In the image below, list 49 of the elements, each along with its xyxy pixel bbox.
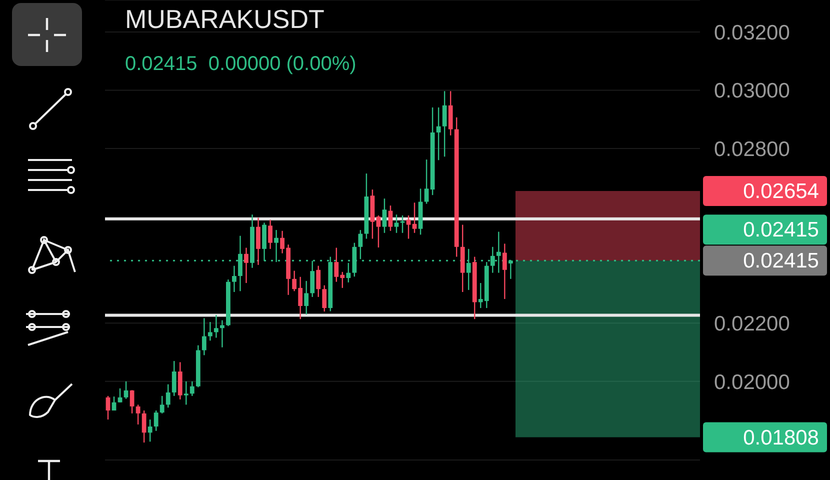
y-tick-label: 0.02000 <box>714 370 790 394</box>
candlestick <box>424 158 429 204</box>
candlestick <box>214 314 218 338</box>
candlestick <box>136 404 140 426</box>
candlestick <box>178 362 182 400</box>
ref-line-label: 0.02415 <box>743 250 819 273</box>
candlestick <box>394 214 399 234</box>
candlestick <box>124 380 128 400</box>
candlestick <box>256 217 260 266</box>
candlestick <box>436 106 441 161</box>
candlestick <box>448 90 453 136</box>
candlestick <box>148 418 152 442</box>
candlestick <box>154 410 158 432</box>
candlestick <box>208 321 212 342</box>
y-tick-label: 0.03000 <box>714 80 790 103</box>
candlestick <box>388 204 393 232</box>
text: 0.02415 <box>743 218 819 242</box>
candlestick <box>244 247 248 284</box>
y-tick-label: 0.03200 <box>714 21 790 44</box>
candlestick <box>172 360 176 397</box>
candlestick <box>412 202 417 234</box>
candlestick <box>358 229 363 260</box>
candlestick <box>166 384 170 408</box>
candlestick <box>142 410 146 444</box>
text: 0.02415 0.00000 (0.00%) <box>125 53 356 75</box>
candlestick <box>160 395 164 414</box>
candlestick <box>502 243 507 300</box>
candlestick <box>202 318 206 356</box>
candlestick <box>316 265 321 298</box>
candlestick <box>376 214 381 248</box>
y-tick-label: 0.02800 <box>714 138 790 161</box>
candlestick <box>190 380 194 397</box>
candlestick <box>130 390 134 414</box>
candlestick <box>268 219 272 250</box>
candlestick <box>382 198 387 234</box>
candlestick <box>406 214 411 240</box>
candlestick <box>184 380 188 406</box>
y-tick-label: 0.02200 <box>714 312 790 336</box>
candlestick <box>220 320 224 348</box>
chart-title: MUBARAKUSDT <box>125 4 324 34</box>
candlestick <box>112 396 116 412</box>
candlestick <box>118 388 122 403</box>
band-label: 0.02654 <box>743 180 820 203</box>
candlestick <box>304 280 309 316</box>
candlestick <box>322 284 327 312</box>
candlestick <box>106 395 110 420</box>
band-label: 0.01808 <box>743 426 819 450</box>
candlestick <box>442 90 447 158</box>
candlestick <box>232 265 236 293</box>
